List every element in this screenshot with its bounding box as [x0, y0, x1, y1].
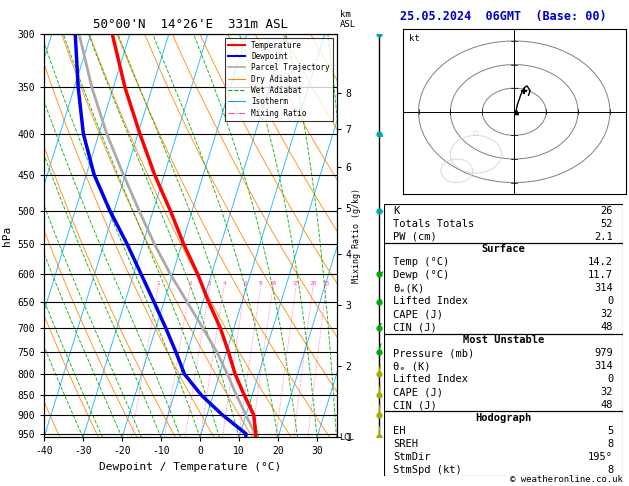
Text: CAPE (J): CAPE (J): [393, 309, 443, 319]
Text: K: K: [393, 206, 399, 216]
Text: © weatheronline.co.uk: © weatheronline.co.uk: [510, 474, 623, 484]
Text: θₑ(K): θₑ(K): [393, 283, 425, 294]
Text: Dewp (°C): Dewp (°C): [393, 270, 450, 280]
Text: Surface: Surface: [481, 244, 525, 255]
Text: StmDir: StmDir: [393, 452, 431, 462]
Text: 25: 25: [323, 281, 330, 286]
Text: 3: 3: [208, 281, 211, 286]
Text: 314: 314: [594, 361, 613, 371]
Text: 979: 979: [594, 348, 613, 358]
Text: 48: 48: [601, 400, 613, 410]
Text: 0: 0: [607, 374, 613, 384]
Text: 11.7: 11.7: [588, 270, 613, 280]
Text: 26: 26: [601, 206, 613, 216]
Text: 8: 8: [607, 439, 613, 449]
Text: 195°: 195°: [588, 452, 613, 462]
Text: 8: 8: [259, 281, 263, 286]
Text: 14.2: 14.2: [588, 258, 613, 267]
Text: CIN (J): CIN (J): [393, 322, 437, 332]
Y-axis label: hPa: hPa: [2, 226, 12, 246]
Text: PW (cm): PW (cm): [393, 231, 437, 242]
Text: Most Unstable: Most Unstable: [462, 335, 544, 345]
Text: 4: 4: [222, 281, 226, 286]
Text: 314: 314: [594, 283, 613, 294]
Bar: [384, 412, 623, 476]
Title: 50°00'N  14°26'E  331m ASL: 50°00'N 14°26'E 331m ASL: [92, 18, 288, 32]
Text: Hodograph: Hodograph: [475, 413, 532, 423]
Text: 1: 1: [157, 281, 160, 286]
Text: 10: 10: [269, 281, 277, 286]
Text: CAPE (J): CAPE (J): [393, 387, 443, 397]
Text: θₑ (K): θₑ (K): [393, 361, 431, 371]
Text: 15: 15: [292, 281, 300, 286]
Text: 32: 32: [601, 387, 613, 397]
Text: Lifted Index: Lifted Index: [393, 374, 468, 384]
Text: 0: 0: [607, 296, 613, 306]
Text: 2.1: 2.1: [594, 231, 613, 242]
Text: 52: 52: [601, 219, 613, 228]
Text: SREH: SREH: [393, 439, 418, 449]
Text: ○: ○: [474, 128, 479, 138]
Text: 32: 32: [601, 309, 613, 319]
Text: Mixing Ratio (g/kg): Mixing Ratio (g/kg): [352, 188, 361, 283]
Text: 20: 20: [309, 281, 317, 286]
Text: 5: 5: [607, 426, 613, 436]
Bar: [384, 243, 623, 334]
Text: 25.05.2024  06GMT  (Base: 00): 25.05.2024 06GMT (Base: 00): [400, 10, 606, 23]
Text: kt: kt: [409, 34, 420, 43]
Text: EH: EH: [393, 426, 406, 436]
Text: 48: 48: [601, 322, 613, 332]
Text: LCL: LCL: [340, 433, 354, 442]
Text: km
ASL: km ASL: [340, 10, 356, 29]
Text: Pressure (mb): Pressure (mb): [393, 348, 474, 358]
Text: Lifted Index: Lifted Index: [393, 296, 468, 306]
Text: Temp (°C): Temp (°C): [393, 258, 450, 267]
X-axis label: Dewpoint / Temperature (°C): Dewpoint / Temperature (°C): [99, 462, 281, 472]
Text: 6: 6: [243, 281, 247, 286]
Bar: [384, 204, 623, 243]
Text: 8: 8: [607, 465, 613, 475]
Legend: Temperature, Dewpoint, Parcel Trajectory, Dry Adiabat, Wet Adiabat, Isotherm, Mi: Temperature, Dewpoint, Parcel Trajectory…: [225, 38, 333, 121]
Text: Totals Totals: Totals Totals: [393, 219, 474, 228]
Text: StmSpd (kt): StmSpd (kt): [393, 465, 462, 475]
Bar: [384, 334, 623, 412]
Text: 2: 2: [188, 281, 192, 286]
Text: CIN (J): CIN (J): [393, 400, 437, 410]
